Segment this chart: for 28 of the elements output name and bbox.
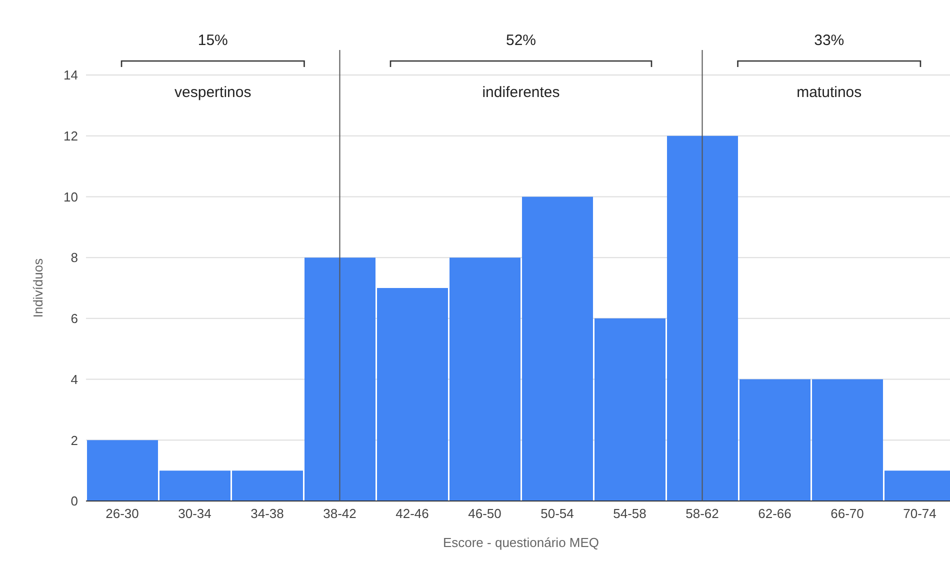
x-tick-label: 30-34 (178, 506, 212, 522)
annotation: matutinos (796, 84, 862, 101)
x-tick-label: 34-38 (250, 506, 284, 522)
x-tick-label: 42-46 (396, 506, 429, 522)
text: 52% (506, 32, 536, 49)
x-tick-label: 62-66 (758, 506, 792, 522)
y-tick-label: 12 (64, 128, 78, 144)
y-tick-label: 4 (70, 372, 78, 387)
y-axis-title: Indivíduos (30, 258, 46, 318)
x-axis-title: Escore - questionário MEQ (442, 535, 600, 550)
y-tick-label: 0 (70, 494, 78, 509)
text: 33% (814, 32, 844, 49)
y-tick-label: 14 (64, 68, 78, 83)
y-tick-label: 2 (70, 432, 78, 448)
x-tick-label: 70-74 (903, 506, 936, 522)
annotation: vespertinos (174, 84, 252, 101)
x-tick-label: 50-54 (540, 506, 574, 522)
y-tick-label: 10 (64, 189, 78, 204)
x-tick-label: 26-30 (106, 506, 139, 522)
text: 15% (198, 32, 228, 49)
x-tick-label: 46-50 (468, 506, 502, 522)
x-tick-label: 66-70 (830, 506, 864, 522)
y-tick-label: 8 (70, 250, 78, 266)
x-tick-label: 58-62 (686, 506, 719, 522)
y-tick-label: 6 (70, 311, 78, 326)
x-tick-label: 54-58 (613, 506, 646, 522)
x-tick-label: 38-42 (323, 506, 356, 522)
annotation: indiferentes (482, 84, 560, 101)
